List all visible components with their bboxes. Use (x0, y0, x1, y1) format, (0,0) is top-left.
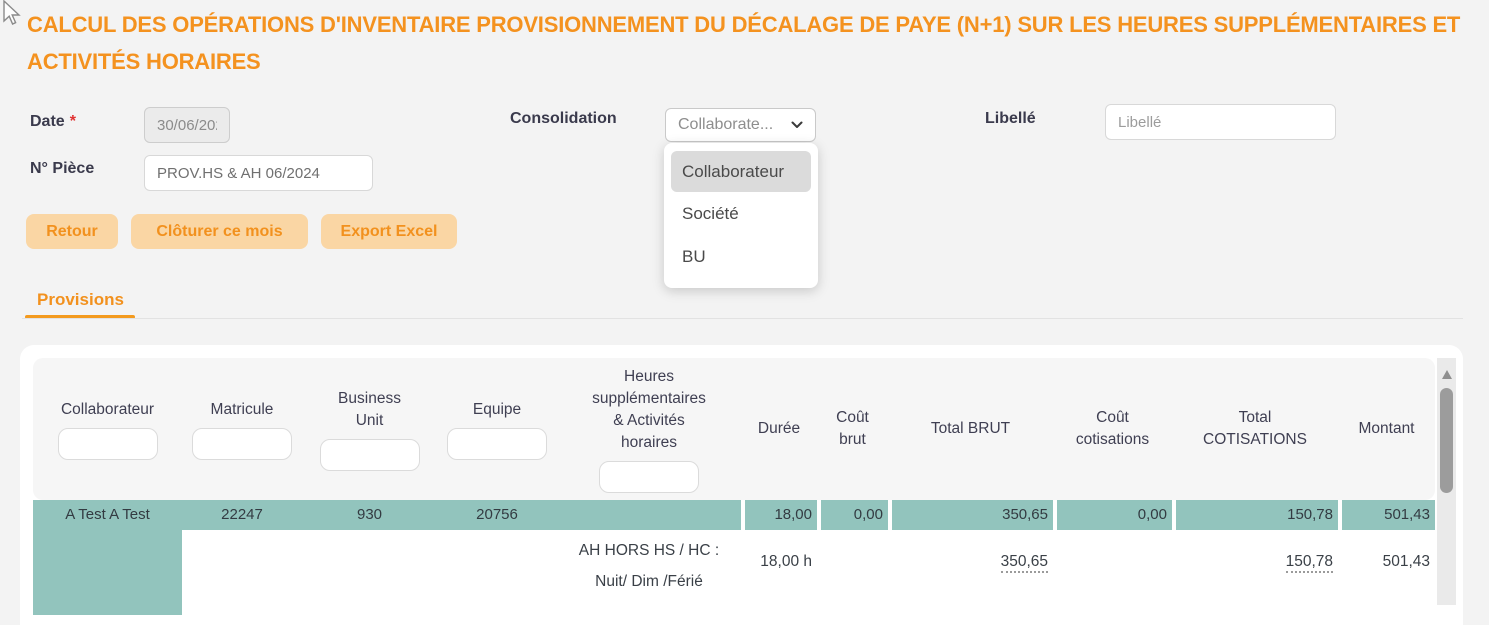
column-header-total-brut: Total BRUT (930, 420, 1011, 437)
cell-cout-brut-group: 0,00 (817, 500, 888, 530)
mouse-cursor-icon (3, 0, 21, 25)
cell-matricule: 22247 (182, 500, 302, 530)
piece-label: N° Pièce (30, 160, 95, 177)
consolidation-dropdown: Collaborateur Société BU (664, 143, 818, 288)
column-header-cout-cotisations: Coût cotisations (1075, 409, 1150, 448)
tab-divider (22, 318, 1463, 319)
cell-total-cotisations-group: 150,78 (1172, 500, 1338, 530)
dropdown-option-societe[interactable]: Société (682, 203, 739, 223)
filter-equipe-input[interactable] (447, 427, 547, 460)
cell-business-unit: 930 (302, 500, 437, 530)
libelle-input[interactable] (1105, 104, 1336, 140)
chevron-down-icon (791, 121, 803, 128)
tab-active-indicator (25, 315, 135, 319)
dropdown-option-bu[interactable]: BU (682, 246, 706, 266)
vertical-scrollbar-thumb[interactable] (1440, 388, 1453, 493)
total-cotisations-tooltip-value[interactable]: 150,78 (1285, 553, 1333, 573)
piece-input[interactable] (144, 155, 373, 191)
libelle-label: Libellé (985, 110, 1036, 127)
consolidation-label: Consolidation (510, 110, 617, 127)
cell-collaborateur[interactable]: A Test A Test (33, 500, 182, 615)
cell-montant-group: 501,43 (1338, 500, 1435, 530)
column-header-heures: Heures supplémentaires & Activités horai… (557, 358, 741, 500)
date-label: Date * (30, 113, 76, 130)
cell-heures-group (557, 500, 741, 530)
cell-duree-group: 18,00 (741, 500, 817, 530)
column-header-collaborateur: Collaborateur (33, 358, 182, 500)
cell-montant-detail: 501,43 (1338, 530, 1435, 615)
column-header-matricule: Matricule (182, 358, 302, 500)
filter-business-unit-input[interactable] (319, 438, 420, 471)
column-header-montant: Montant (1358, 420, 1415, 437)
consolidation-select[interactable]: Collaborate... (665, 108, 816, 142)
cell-total-brut-group: 350,65 (888, 500, 1053, 530)
cell-equipe: 20756 (437, 500, 557, 530)
column-header-duree: Durée (757, 420, 801, 437)
dropdown-option-collaborateur[interactable]: Collaborateur (671, 151, 811, 192)
required-asterisk: * (69, 113, 76, 130)
date-input[interactable] (144, 107, 230, 143)
cloturer-ce-mois-button[interactable]: Clôturer ce mois (131, 214, 308, 249)
column-header-business-unit: Business Unit (302, 358, 437, 500)
consolidation-selected-value: Collaborate... (678, 116, 774, 133)
export-excel-button[interactable]: Export Excel (321, 214, 457, 249)
scroll-up-icon[interactable] (1442, 370, 1452, 379)
cell-duree-detail: 18,00 h (741, 530, 817, 615)
cell-total-cotisations-detail: 150,78 (1172, 530, 1338, 615)
tab-provisions[interactable]: Provisions (37, 290, 124, 309)
cell-cout-cotisations-group: 0,00 (1053, 500, 1172, 530)
cell-total-brut-detail: 350,65 (888, 530, 1053, 615)
page-title: CALCUL DES OPÉRATIONS D'INVENTAIRE PROVI… (27, 12, 1461, 74)
column-header-equipe: Equipe (437, 358, 557, 500)
filter-heures-input[interactable] (599, 460, 699, 493)
filter-collaborateur-input[interactable] (57, 427, 158, 460)
retour-button[interactable]: Retour (26, 214, 118, 249)
column-header-total-cotisations: Total COTISATIONS (1203, 409, 1307, 448)
provisions-table-card: Collaborateur Matricule Business Unit Eq… (20, 345, 1463, 625)
filter-matricule-input[interactable] (192, 427, 292, 460)
column-header-cout-brut: Coût brut (836, 409, 869, 448)
table-header-row: Collaborateur Matricule Business Unit Eq… (33, 358, 1435, 500)
total-brut-tooltip-value[interactable]: 350,65 (1000, 553, 1048, 573)
cell-heures-detail: AH HORS HS / HC : Nuit/ Dim /Férié (557, 530, 741, 615)
table-body: A Test A Test 22247 930 20756 18,00 0,00… (33, 500, 1435, 615)
